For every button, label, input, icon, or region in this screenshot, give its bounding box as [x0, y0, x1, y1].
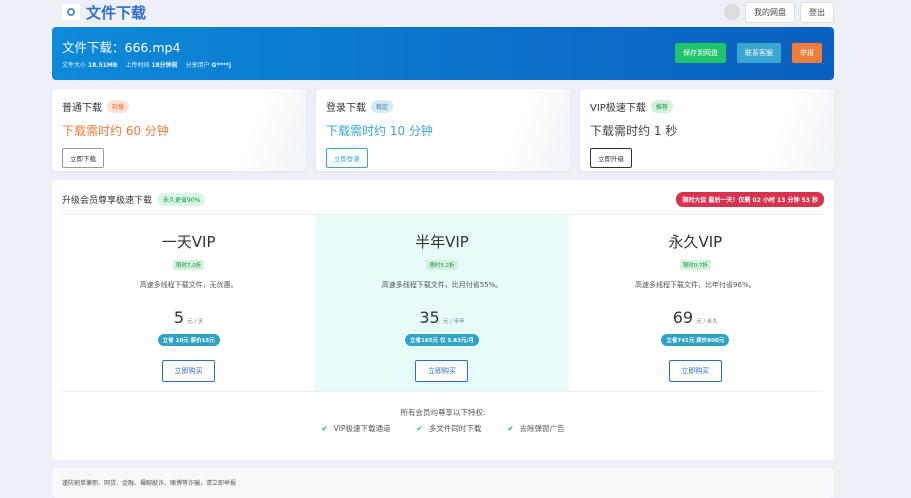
login-now-button[interactable]: 立即登录	[326, 148, 368, 168]
upload-time: 18分钟前	[151, 62, 178, 69]
sharer: G****j	[211, 62, 232, 69]
buy-button[interactable]: 立即购买	[668, 360, 722, 382]
card-normal-download: 普通下载 较慢 下载需时约 60 分钟 立即下载	[52, 89, 306, 171]
plan-discount: 限时7.0折	[173, 260, 205, 270]
vip-title: 升级会员尊享极速下载	[62, 196, 153, 206]
vip-section: 升级会员尊享极速下载 永久更省90% 限时大促 最后一天！仅剩 02 小时 13…	[52, 180, 834, 460]
card-title: VIP极速下载	[590, 103, 646, 114]
promo-timer: 限时大促 最后一天！仅剩 02 小时 13 分钟 53 秒	[676, 192, 824, 207]
perk-item: ✔ VIP极速下载通道	[321, 423, 390, 434]
card-title: 普通下载	[62, 103, 102, 114]
file-size: 18.51MB	[87, 62, 118, 69]
save-to-drive-button[interactable]: 保存到网盘	[675, 43, 726, 63]
download-options: 普通下载 较慢 下载需时约 60 分钟 立即下载 登录下载 稳定 下载需时约 10 …	[52, 89, 834, 171]
card-tag: 稳定	[371, 100, 394, 113]
perks-title: 所有会员均尊享以下特权:	[400, 408, 486, 417]
plan-unit: 元 / 天	[187, 319, 204, 325]
plan-price: 69	[672, 308, 694, 327]
top-header: 文件下载 我的网盘 登出	[52, 0, 834, 24]
my-drive-button[interactable]: 我的网盘	[745, 1, 795, 23]
buy-button[interactable]: 立即购买	[415, 360, 469, 382]
card-tag: 推荐	[650, 100, 673, 113]
plan-name: 一天VIP	[161, 233, 216, 251]
card-time: 下载需时约 60 分钟	[62, 124, 169, 138]
plan-price: 35	[419, 308, 440, 327]
plan-desc: 高速多线程下载文件，无优惠。	[139, 281, 238, 289]
plan-name: 半年VIP	[415, 233, 469, 251]
vip-badge: 永久更省90%	[158, 193, 206, 206]
plan-savings: 立省 10元 原价15元	[157, 334, 220, 346]
file-title: 文件下载：666.mp4	[62, 40, 181, 55]
perk-label: VIP极速下载通道	[333, 424, 391, 433]
brand-title: 文件下载	[86, 3, 147, 22]
check-icon: ✔	[416, 424, 423, 433]
card-vip-download: VIP极速下载 推荐 下载需时约 1 秒 立即升级	[580, 89, 834, 171]
size-label: 文件大小	[62, 62, 87, 69]
plan-desc: 高速多线程下载文件，比年付省96%。	[635, 281, 756, 289]
logo-icon	[62, 4, 80, 20]
perk-label: 多文件同时下载	[428, 424, 482, 433]
download-now-button[interactable]: 立即下载	[62, 148, 104, 168]
plan-savings: 立省165元 仅 5.83元/月	[405, 334, 479, 346]
check-icon: ✔	[321, 424, 328, 433]
fraud-warning: 谨防刷单兼职、网贷、金融、裸聊敲诈、赌博等诈骗，请立即举报	[52, 468, 834, 498]
plan-desc: 高速多线程下载文件，比月付省55%。	[381, 281, 503, 289]
card-tag: 较慢	[107, 100, 130, 113]
contact-support-button[interactable]: 联系客服	[737, 43, 781, 63]
avatar[interactable]	[724, 4, 740, 20]
perk-item: ✔ 去除弹窗广告	[507, 423, 564, 434]
sharer-label: 分享用户	[185, 62, 210, 69]
card-time: 下载需时约 1 秒	[590, 124, 678, 138]
card-login-download: 登录下载 稳定 下载需时约 10 分钟 立即登录	[316, 89, 570, 171]
file-meta: 文件大小 18.51MB 上传时间 18分钟前 分享用户 G****j	[62, 60, 824, 69]
plan-discount: 限时5.2折	[426, 260, 458, 270]
file-banner: 文件下载：666.mp4 文件大小 18.51MB 上传时间 18分钟前 分享用…	[52, 27, 834, 80]
card-time: 下载需时约 10 分钟	[326, 124, 433, 138]
logout-button[interactable]: 登出	[800, 1, 834, 23]
upgrade-now-button[interactable]: 立即升级	[590, 148, 632, 168]
buy-button[interactable]: 立即购买	[162, 360, 216, 382]
plan-lifetime: 永久VIP 限时0.7折 高速多线程下载文件，比年付省96%。 69 元 / 永久…	[569, 215, 822, 391]
report-button[interactable]: 举报	[792, 43, 822, 63]
plan-unit: 元 / 永久	[696, 319, 718, 325]
upload-label: 上传时间	[125, 62, 150, 69]
perks: 所有会员均尊享以下特权: ✔ VIP极速下载通道 ✔ 多文件同时下载 ✔ 去除弹窗广告	[52, 407, 834, 434]
plan-unit: 元 / 半年	[442, 319, 465, 325]
check-icon: ✔	[507, 424, 514, 433]
plan-discount: 限时0.7折	[679, 260, 711, 270]
plan-savings: 立省741元 原价800元	[661, 334, 730, 346]
plan-price: 5	[173, 308, 185, 327]
perk-label: 去除弹窗广告	[519, 424, 565, 433]
perk-item: ✔ 多文件同时下载	[417, 423, 482, 434]
card-title: 登录下载	[326, 103, 366, 114]
plan-name: 永久VIP	[668, 233, 723, 251]
plan-half-year: 半年VIP 限时5.2折 高速多线程下载文件，比月付省55%。 35 元 / 半年…	[315, 215, 569, 391]
